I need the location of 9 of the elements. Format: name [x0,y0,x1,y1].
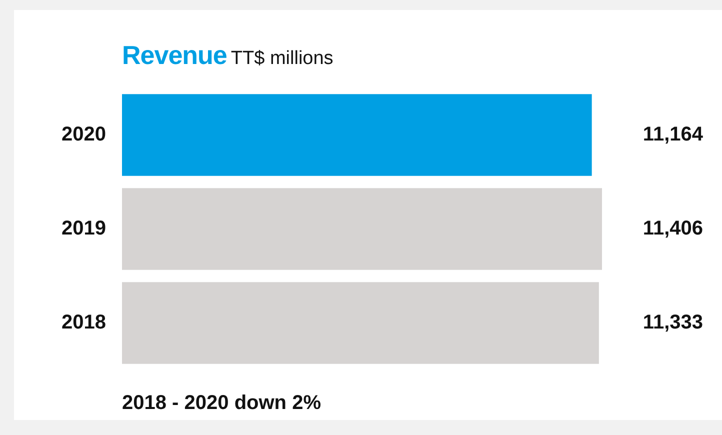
data-label: 11,333 [642,312,703,334]
y-tick-label: 2018 [62,312,106,334]
y-tick-label: 2019 [62,218,106,240]
data-label: 11,406 [642,218,703,240]
y-tick-label: 2020 [62,124,106,146]
data-label: 11,164 [642,124,704,146]
chart-title: Revenue [122,40,227,70]
chart-subtitle: TT$ millions [230,48,334,69]
text: 2018 - 2020 down 2% [122,392,321,415]
